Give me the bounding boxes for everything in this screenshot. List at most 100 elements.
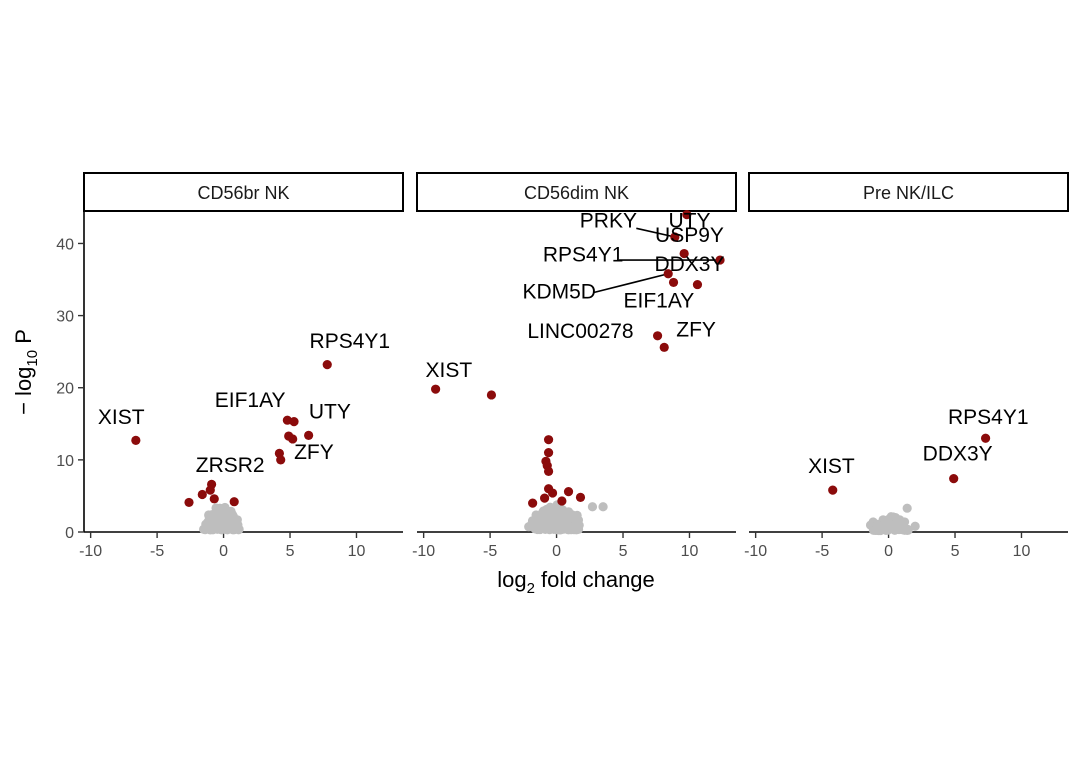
gene-label: DDX3Y (654, 253, 724, 276)
label-connector (636, 227, 676, 238)
point-not-significant (547, 520, 557, 530)
point-not-significant (532, 519, 543, 529)
gene-label: DDX3Y (923, 443, 993, 466)
label-connector (593, 272, 669, 294)
x-tick-label: 0 (884, 543, 893, 560)
x-tick-label: 0 (552, 543, 561, 560)
point-ddx3y (949, 474, 959, 484)
facet-strip (83, 172, 404, 212)
x-tick-label: 10 (348, 543, 366, 560)
facet-panel: Pre NK/ILC -10 -5 0 5 10 RPS4Y1 DDX3Y XIST (744, 172, 1069, 560)
gene-label: USP9Y (655, 224, 724, 247)
point-not-significant (207, 509, 217, 520)
point-not-significant (219, 513, 230, 524)
point-eif1ay (668, 277, 679, 288)
gene-label: EIF1AY (215, 389, 286, 412)
point-significant (209, 494, 219, 504)
point-zfy (659, 342, 669, 352)
gene-label: RPS4Y1 (310, 330, 391, 353)
gene-label: XIST (98, 406, 145, 429)
point-linc00278 (652, 331, 663, 341)
point-not-significant (234, 524, 244, 534)
gene-label: XIST (426, 359, 473, 382)
point-significant (304, 430, 314, 440)
facet-strip-title: CD56br NK (197, 183, 289, 203)
point-not-significant (872, 520, 882, 531)
x-tick-label: -5 (815, 543, 829, 560)
point-significant (486, 390, 497, 400)
point-prky (670, 232, 680, 242)
point-not-significant (587, 502, 598, 512)
point-uty (682, 210, 692, 220)
x-tick-label: -10 (79, 543, 102, 560)
y-axis-title: − log10 P (11, 329, 41, 415)
facet-strip-title: Pre NK/ILC (863, 183, 954, 203)
point-not-significant (902, 503, 912, 513)
gene-label: PRKY (580, 210, 637, 233)
point-significant (547, 488, 558, 498)
point-not-significant (895, 515, 905, 525)
gene-label: EIF1AY (624, 290, 695, 313)
y-tick-label: 0 (65, 525, 74, 542)
gene-label: UTY (309, 401, 351, 424)
x-tick-label: 5 (286, 543, 295, 560)
x-tick-label: 5 (619, 543, 628, 560)
y-tick-label: 30 (56, 309, 74, 326)
point-usp9y (679, 248, 689, 259)
point-significant (184, 497, 194, 508)
gene-label: XIST (808, 455, 855, 478)
point-rps4y1 (715, 255, 725, 265)
gene-label: ZRSR2 (196, 454, 265, 477)
point-xist (828, 485, 838, 495)
point-significant (543, 435, 554, 445)
point-ddx3y (692, 279, 703, 290)
point-significant (575, 492, 586, 502)
point-not-significant (546, 513, 556, 523)
point-not-significant (212, 521, 222, 531)
point-not-significant (225, 507, 235, 517)
facet-strip (748, 172, 1069, 212)
point-significant (528, 498, 538, 508)
point-not-significant (553, 503, 563, 513)
gene-label: ZFY (676, 319, 716, 342)
y-tick-label: 40 (56, 236, 74, 253)
x-tick-label: -10 (412, 543, 435, 560)
facet-strip (416, 172, 737, 212)
point-not-significant (598, 502, 608, 512)
gene-label: LINC00278 (527, 320, 633, 343)
point-significant (197, 489, 207, 500)
x-tick-label: 10 (681, 543, 699, 560)
x-tick-label: -5 (150, 543, 164, 560)
y-axis: 0 10 20 30 40 (56, 211, 85, 542)
point-xist (431, 384, 441, 394)
point-not-significant (558, 518, 568, 528)
point-not-significant (569, 525, 579, 535)
facet-strip-title: CD56dim NK (524, 183, 629, 203)
gene-label: KDM5D (522, 280, 596, 303)
point-significant (543, 466, 554, 477)
x-tick-label: -10 (744, 543, 767, 560)
point-zfy (276, 455, 286, 465)
y-tick-label: 10 (56, 453, 74, 470)
point-significant (543, 448, 554, 458)
facet-panels: CD56br NK -10 -5 0 5 10 XIST RPS4Y1 EIF1AY UTY ZFY… (79, 172, 1069, 560)
x-tick-label: 0 (219, 543, 228, 560)
point-significant (205, 485, 215, 495)
gene-label: RPS4Y1 (948, 406, 1029, 429)
facet-panel: CD56br NK -10 -5 0 5 10 XIST RPS4Y1 EIF1AY UTY ZFY… (79, 172, 404, 560)
x-tick-label: -5 (483, 543, 497, 560)
point-not-significant (885, 522, 896, 533)
point-rps4y1 (980, 433, 991, 443)
point-not-significant (910, 521, 920, 531)
point-kdm5d (663, 269, 673, 279)
point-xist (131, 435, 141, 445)
gene-label: ZFY (294, 441, 334, 464)
point-not-significant (542, 505, 553, 515)
point-not-significant (894, 524, 904, 535)
gene-label: UTY (668, 210, 710, 233)
point-significant (229, 497, 239, 507)
point-significant (557, 496, 567, 506)
gene-label: RPS4Y1 (543, 243, 624, 266)
